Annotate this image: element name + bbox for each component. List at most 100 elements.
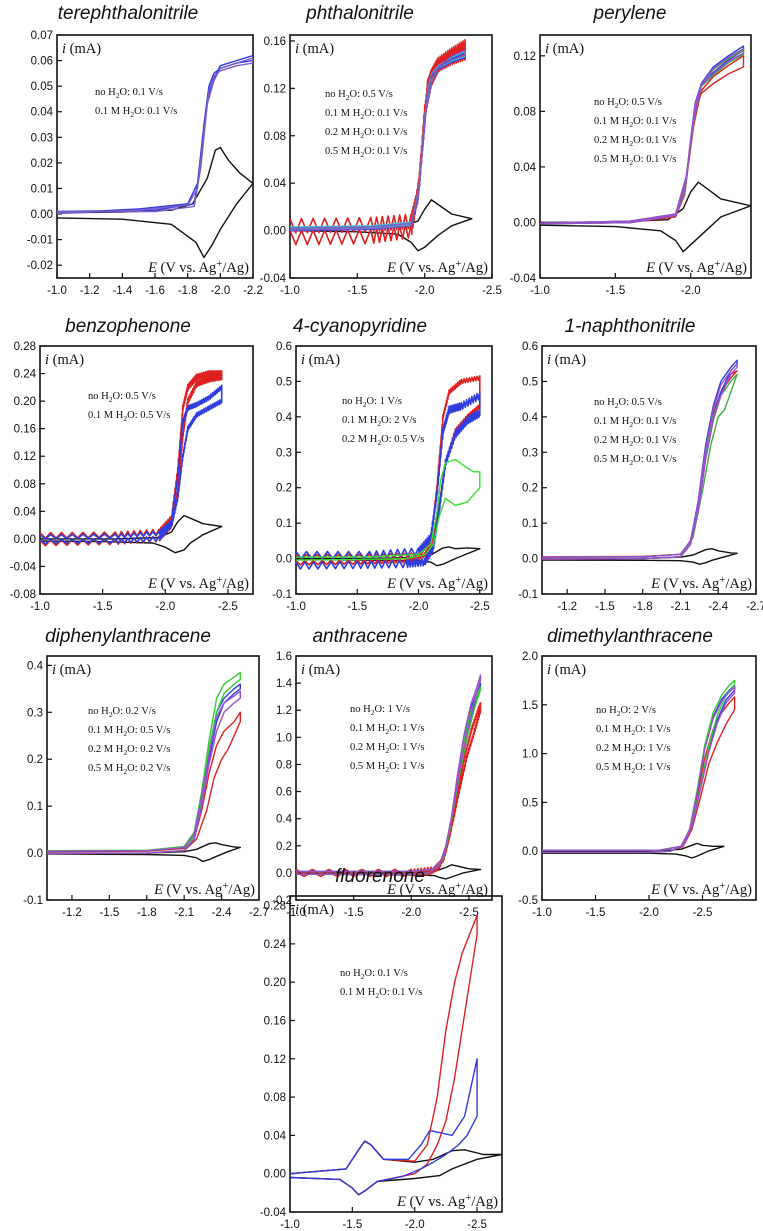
x-tick-label: -1.0	[532, 907, 552, 919]
y-tick-label: 0.00	[14, 534, 36, 546]
x-tick-label: -2.5	[459, 907, 479, 919]
chart-benzophenone: benzophenone -1.0 -1.5 -2.0 -2.5 -0.08 -0.04 0.…	[10, 316, 254, 613]
series-line	[57, 54, 253, 214]
legend-entry: no H2O: 0.5 V/s	[88, 391, 156, 404]
x-tick-label: -2.0	[409, 601, 429, 613]
chart-1-naphthonitrile: 1-naphthonitrile -1.2 -1.5 -1.8 -2.1 -2.4 -2.7…	[518, 316, 763, 613]
y-tick-label: 1.2	[276, 705, 292, 717]
series-group	[47, 671, 241, 863]
y-tick-label: 0.12	[514, 51, 536, 63]
y-tick-label: 0.5	[522, 797, 538, 809]
y-tick-label: 0.00	[264, 1169, 286, 1181]
x-tick-label: -2.0	[210, 285, 230, 297]
y-tick-label: 0.12	[264, 1054, 286, 1066]
y-tick-label: 0.12	[14, 451, 36, 463]
y-tick-label: 1.6	[276, 651, 292, 663]
plot-frame	[46, 655, 260, 901]
x-tick-label: -1.0	[286, 907, 306, 919]
y-tick-label: 0.04	[31, 107, 54, 119]
chart-title: perylene	[593, 3, 667, 24]
legend-entry: no H2O: 0.1 V/s	[340, 968, 408, 981]
x-axis-label: E (V vs. Ag+/Ag)	[645, 258, 747, 276]
y-axis-label: i (mA)	[547, 662, 586, 678]
x-tick-label: -1.0	[280, 1219, 300, 1231]
y-tick-label: -0.5	[518, 895, 538, 907]
x-axis-label: E (V vs. Ag+/Ag)	[650, 880, 752, 898]
x-tick-label: -1.4	[112, 285, 132, 297]
series-line	[542, 363, 738, 560]
y-tick-label: 0.08	[14, 479, 36, 491]
x-tick-label: -2.0	[415, 285, 435, 297]
y-axis-label: i (mA)	[52, 662, 91, 678]
series-line	[290, 49, 466, 231]
series-group	[542, 359, 738, 565]
legend-entry: 0.1 M H2O: 1 V/s	[350, 723, 425, 736]
chart-title: diphenylanthracene	[45, 626, 211, 647]
legend-entry: 0.5 M H2O: 0.1 V/s	[594, 154, 676, 167]
x-tick-label: -2.4	[212, 907, 232, 919]
series-line	[540, 181, 751, 253]
series-group	[290, 38, 473, 252]
legend-entry: 0.1 M H2O: 0.1 V/s	[340, 987, 422, 1000]
plot-frame	[56, 34, 254, 279]
legend-entry: 0.2 M H2O: 0.1 V/s	[325, 127, 407, 140]
legend-entry: 0.1 M H2O: 2 V/s	[342, 415, 417, 428]
x-tick-label: -2.7	[746, 601, 763, 613]
x-tick-label: -2.0	[401, 907, 421, 919]
series-line	[290, 1058, 478, 1196]
y-axis-label: i (mA)	[547, 352, 586, 368]
chart-phthalonitrile: phthalonitrile -1.0 -1.5 -2.0 -2.5 -0.04 0.00 0…	[260, 3, 502, 297]
y-tick-label: 0.24	[14, 369, 37, 381]
x-tick-label: -2.7	[249, 907, 269, 919]
x-tick-label: -1.5	[595, 601, 615, 613]
x-tick-label: -2.5	[218, 601, 238, 613]
chart-4-cyanopyridine: 4-cyanopyridine -1.0 -1.5 -2.0 -2.5 -0.1 0.0 0.…	[272, 316, 493, 613]
series-line	[542, 686, 736, 853]
y-tick-label: 2.0	[522, 651, 538, 663]
series-line	[40, 384, 223, 545]
x-axis-label: E (V vs. Ag+/Ag)	[386, 258, 488, 276]
y-tick-label: 0.24	[264, 939, 287, 951]
y-tick-label: 0.06	[31, 56, 53, 68]
y-tick-label: 0.02	[31, 158, 53, 170]
y-tick-label: 0.16	[14, 424, 36, 436]
legend-entry: 0.1 M H2O: 0.1 V/s	[325, 108, 407, 121]
legend-entry: 0.5 M H2O: 1 V/s	[350, 761, 425, 774]
x-axis-label: E (V vs. Ag+/Ag)	[147, 258, 249, 276]
y-tick-label: 0.1	[27, 801, 43, 813]
series-line	[296, 674, 482, 875]
chart-title: 1-naphthonitrile	[565, 316, 696, 337]
legend-entry: 0.2 M H2O: 0.5 V/s	[342, 434, 424, 447]
y-tick-label: 0.2	[276, 483, 292, 495]
y-axis-label: i (mA)	[62, 41, 101, 57]
y-tick-label: 0.00	[264, 226, 286, 238]
series-line	[296, 391, 481, 570]
plot-frame	[539, 34, 752, 279]
y-tick-label: 0.0	[27, 848, 43, 860]
chart-dimethylanthracene: dimethylanthracene -1.0 -1.5 -2.0 -2.5 -0.5 0.…	[518, 626, 757, 919]
y-tick-label: 0.04	[514, 162, 537, 174]
y-tick-label: -0.01	[27, 235, 53, 247]
x-tick-label: -1.0	[47, 285, 67, 297]
y-tick-label: 0.28	[264, 901, 286, 913]
y-tick-label: 0.6	[276, 341, 292, 353]
plot-frame	[295, 655, 493, 901]
y-axis-label: i (mA)	[301, 662, 340, 678]
legend-entry: no H2O: 1 V/s	[350, 704, 410, 717]
series-line	[57, 57, 253, 215]
y-tick-label: 0.0	[276, 868, 292, 880]
series-group	[290, 914, 502, 1196]
x-tick-label: -2.0	[681, 285, 701, 297]
y-tick-label: 0.3	[27, 707, 43, 719]
chart-diphenylanthracene: diphenylanthracene -1.2 -1.5 -1.8 -2.1 -2.4 -2…	[23, 626, 269, 919]
y-tick-label: -0.1	[23, 895, 43, 907]
y-tick-label: 0.05	[31, 81, 53, 93]
x-tick-label: -1.5	[344, 907, 364, 919]
plot-frame	[541, 345, 757, 595]
x-tick-label: -1.0	[280, 285, 300, 297]
x-axis-label: E (V vs. Ag+/Ag)	[396, 1192, 498, 1210]
legend-entry: no H2O: 0.5 V/s	[594, 97, 662, 110]
y-tick-label: 0.8	[276, 759, 292, 771]
y-axis-label: i (mA)	[545, 41, 584, 57]
plot-frame	[39, 345, 254, 595]
